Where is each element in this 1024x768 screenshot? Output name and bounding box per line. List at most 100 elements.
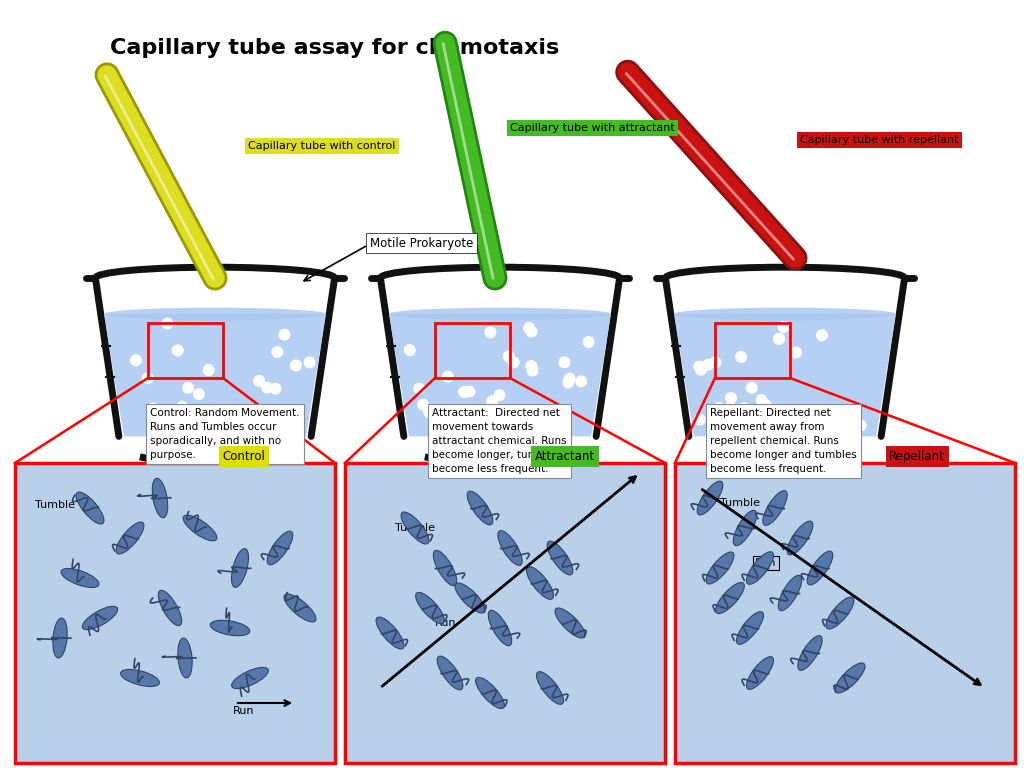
Ellipse shape xyxy=(389,308,611,320)
Circle shape xyxy=(403,344,416,356)
Circle shape xyxy=(250,407,262,419)
Circle shape xyxy=(303,356,315,369)
Circle shape xyxy=(702,359,715,371)
Circle shape xyxy=(147,402,159,415)
Circle shape xyxy=(503,350,515,362)
Circle shape xyxy=(414,382,425,395)
Bar xyxy=(148,323,223,378)
Bar xyxy=(345,463,665,763)
Circle shape xyxy=(725,392,737,404)
Circle shape xyxy=(735,351,748,362)
Circle shape xyxy=(693,360,706,372)
Circle shape xyxy=(531,419,544,430)
Circle shape xyxy=(193,406,205,419)
Text: Control: Control xyxy=(222,450,265,463)
Text: Repellant: Repellant xyxy=(889,450,945,463)
Text: Tumble: Tumble xyxy=(720,498,760,508)
Ellipse shape xyxy=(716,582,744,614)
Circle shape xyxy=(156,416,167,428)
Circle shape xyxy=(583,336,595,348)
Circle shape xyxy=(562,376,574,389)
Circle shape xyxy=(745,382,758,394)
Ellipse shape xyxy=(746,551,773,584)
Circle shape xyxy=(713,402,725,414)
Ellipse shape xyxy=(555,608,585,638)
Circle shape xyxy=(773,333,785,345)
Bar xyxy=(715,323,790,378)
Ellipse shape xyxy=(826,597,854,629)
Text: Tumble: Tumble xyxy=(395,523,435,533)
Ellipse shape xyxy=(401,512,429,544)
Circle shape xyxy=(855,419,866,432)
Ellipse shape xyxy=(61,568,99,588)
Ellipse shape xyxy=(498,531,522,565)
Circle shape xyxy=(816,329,828,341)
Text: Repellant: Directed net
movement away from
repellent chemical. Runs
become longe: Repellant: Directed net movement away fr… xyxy=(710,408,857,474)
Ellipse shape xyxy=(116,522,144,554)
Ellipse shape xyxy=(104,308,326,320)
Circle shape xyxy=(791,346,802,359)
Ellipse shape xyxy=(416,592,444,624)
Text: Capillary tube with control: Capillary tube with control xyxy=(248,141,395,151)
Ellipse shape xyxy=(835,663,865,693)
Circle shape xyxy=(179,415,191,426)
Ellipse shape xyxy=(707,552,734,584)
Text: Tumble: Tumble xyxy=(35,500,75,510)
Ellipse shape xyxy=(798,636,822,670)
Circle shape xyxy=(423,406,435,419)
Circle shape xyxy=(141,372,154,384)
Ellipse shape xyxy=(547,541,572,575)
Polygon shape xyxy=(674,314,896,436)
Ellipse shape xyxy=(284,594,316,622)
Text: Run: Run xyxy=(435,618,457,628)
Circle shape xyxy=(168,424,179,436)
Ellipse shape xyxy=(526,567,554,599)
Ellipse shape xyxy=(433,551,457,586)
Circle shape xyxy=(494,389,506,401)
Ellipse shape xyxy=(82,606,118,630)
Bar xyxy=(675,463,1015,763)
Circle shape xyxy=(271,346,284,358)
Ellipse shape xyxy=(697,481,723,515)
Ellipse shape xyxy=(153,478,168,518)
Ellipse shape xyxy=(787,521,813,554)
Ellipse shape xyxy=(537,672,563,704)
Ellipse shape xyxy=(376,617,403,649)
Circle shape xyxy=(751,412,763,424)
Bar xyxy=(15,463,335,763)
Circle shape xyxy=(463,386,475,398)
Polygon shape xyxy=(104,314,326,436)
Circle shape xyxy=(508,356,519,369)
Text: Capillary tube with repellant: Capillary tube with repellant xyxy=(800,135,958,145)
Ellipse shape xyxy=(231,667,268,689)
Ellipse shape xyxy=(763,491,787,525)
Circle shape xyxy=(176,401,188,412)
Circle shape xyxy=(172,344,183,356)
Circle shape xyxy=(710,356,721,369)
Circle shape xyxy=(563,372,575,385)
Text: Attractant:  Directed net
movement towards
attractant chemical. Runs
become long: Attractant: Directed net movement toward… xyxy=(432,408,566,474)
Ellipse shape xyxy=(455,583,485,613)
Ellipse shape xyxy=(76,492,103,524)
Ellipse shape xyxy=(178,638,193,678)
Circle shape xyxy=(575,376,587,387)
Circle shape xyxy=(203,364,215,376)
Circle shape xyxy=(694,414,706,425)
Text: Capillary tube with attractant: Capillary tube with attractant xyxy=(510,123,675,133)
Polygon shape xyxy=(389,314,611,436)
Circle shape xyxy=(205,404,217,415)
Bar xyxy=(435,323,510,378)
Ellipse shape xyxy=(674,308,896,320)
Ellipse shape xyxy=(183,515,217,541)
Circle shape xyxy=(162,317,173,329)
Circle shape xyxy=(486,396,499,408)
Circle shape xyxy=(269,382,282,395)
Ellipse shape xyxy=(53,618,68,658)
Circle shape xyxy=(526,365,539,376)
Ellipse shape xyxy=(437,656,463,690)
Circle shape xyxy=(130,354,142,366)
Circle shape xyxy=(484,326,497,338)
Circle shape xyxy=(459,386,470,398)
Ellipse shape xyxy=(807,551,833,585)
Ellipse shape xyxy=(733,510,757,546)
